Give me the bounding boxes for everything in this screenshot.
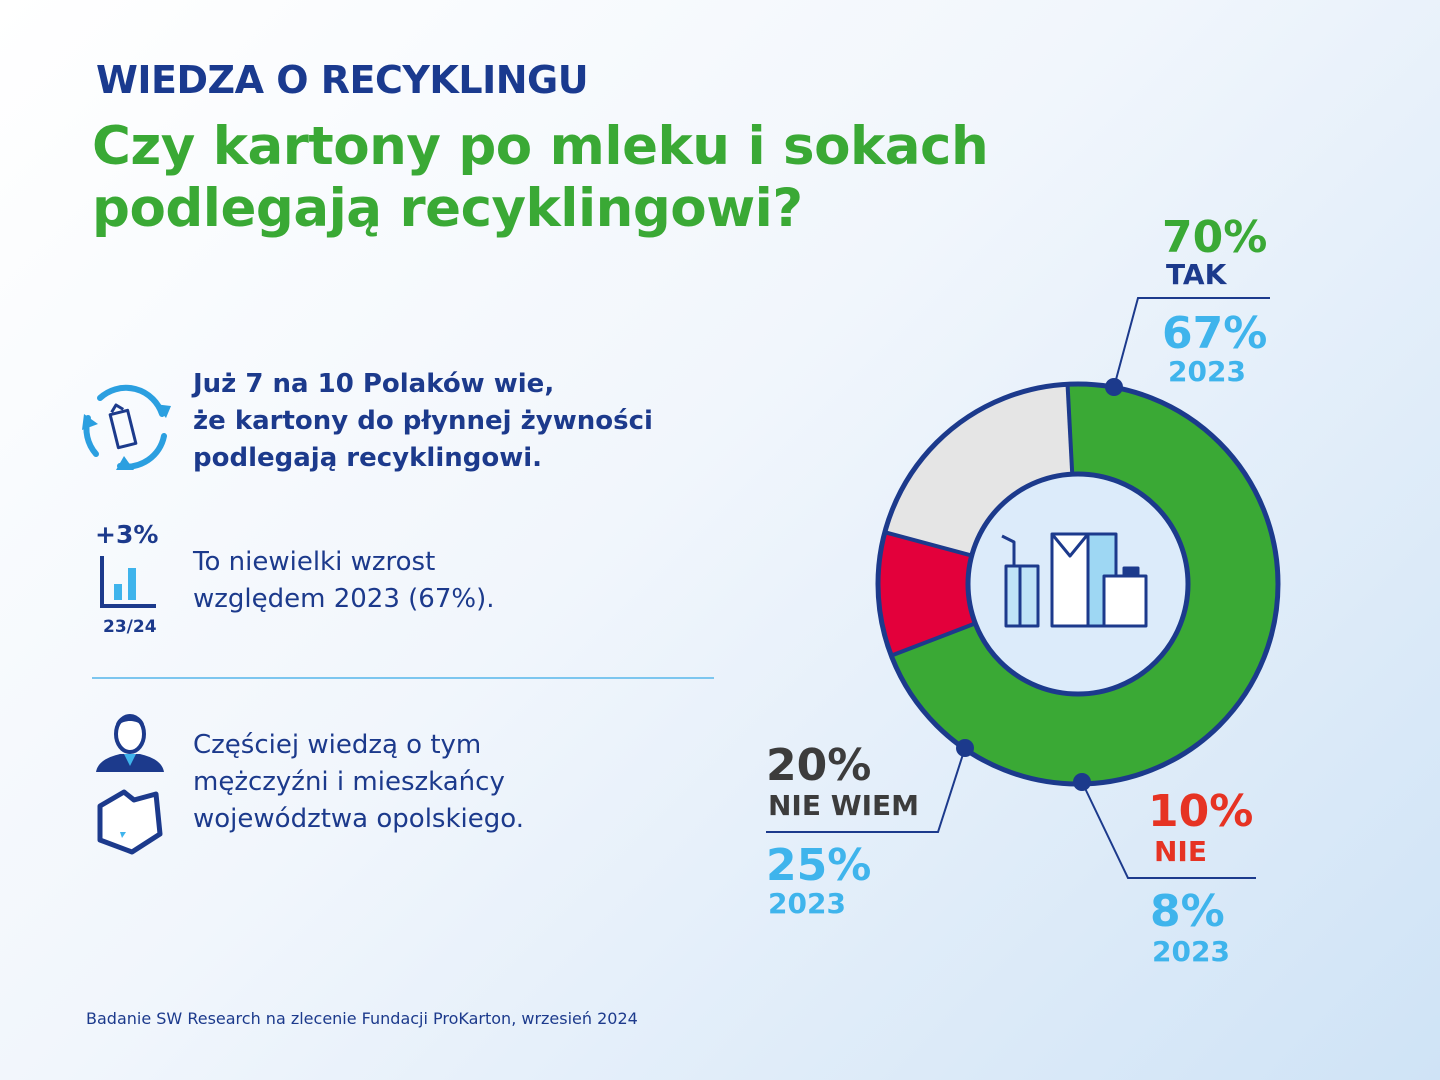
man-avatar-icon (96, 714, 164, 772)
label-niewiem-2023-year: 2023 (768, 887, 846, 920)
opolskie-map-icon (97, 789, 163, 855)
bar-chart-growth-icon (100, 556, 156, 608)
fact-2-line-2: względem 2023 (67%). (193, 584, 495, 614)
fact-1-line-1: Już 7 na 10 Polaków wie, (193, 369, 555, 399)
fact-3-line-3: województwa opolskiego. (193, 804, 524, 834)
label-tak-2023-year: 2023 (1168, 355, 1246, 388)
slice-tak (891, 383, 1279, 784)
beverage-cartons-icon (1001, 532, 1148, 628)
label-niewiem-category: NIE WIEM (768, 789, 919, 822)
slice-nie-wiem (884, 384, 1073, 556)
label-niewiem-value: 20% (766, 740, 871, 791)
label-tak-value: 70% (1162, 212, 1267, 263)
fact-3-line-2: mężczyźni i mieszkańcy (193, 767, 505, 797)
divider (92, 677, 714, 679)
slice-separator (884, 530, 973, 558)
slice-separator (890, 621, 977, 658)
fact-2: To niewielki wzrost względem 2023 (67%). (193, 544, 495, 618)
label-tak-category: TAK (1166, 258, 1228, 291)
slice-separator (1065, 384, 1075, 475)
fact-3: Częściej wiedzą o tym mężczyźni i mieszk… (193, 727, 524, 838)
fact-2-line-1: To niewielki wzrost (193, 547, 436, 577)
recycle-carton-icon (82, 384, 171, 470)
label-nie-2023-year: 2023 (1152, 935, 1230, 968)
fact-3-line-1: Częściej wiedzą o tym (193, 730, 482, 760)
question-line-1: Czy kartony po mleku i sokach (92, 116, 989, 177)
fact-1-line-3: podlegają recyklingowi. (193, 443, 543, 473)
label-niewiem-2023-value: 25% (766, 840, 871, 891)
source-note: Badanie SW Research na zlecenie Fundacji… (86, 1009, 638, 1028)
fact-1: Już 7 na 10 Polaków wie, że kartony do p… (193, 366, 653, 477)
label-nie-value: 10% (1148, 786, 1253, 837)
slice-nie (878, 532, 976, 656)
question-line-2: podlegają recyklingowi? (92, 178, 803, 239)
label-tak-2023-value: 67% (1162, 308, 1267, 359)
label-nie-2023-value: 8% (1150, 886, 1225, 937)
growth-period: 23/24 (103, 617, 157, 637)
kicker-title: WIEDZA O RECYKLINGU (96, 58, 589, 102)
growth-badge: +3% (95, 520, 159, 549)
fact-1-line-2: że kartony do płynnej żywności (193, 406, 653, 436)
question-title: Czy kartony po mleku i sokach podlegają … (92, 116, 989, 240)
label-nie-category: NIE (1154, 835, 1207, 868)
